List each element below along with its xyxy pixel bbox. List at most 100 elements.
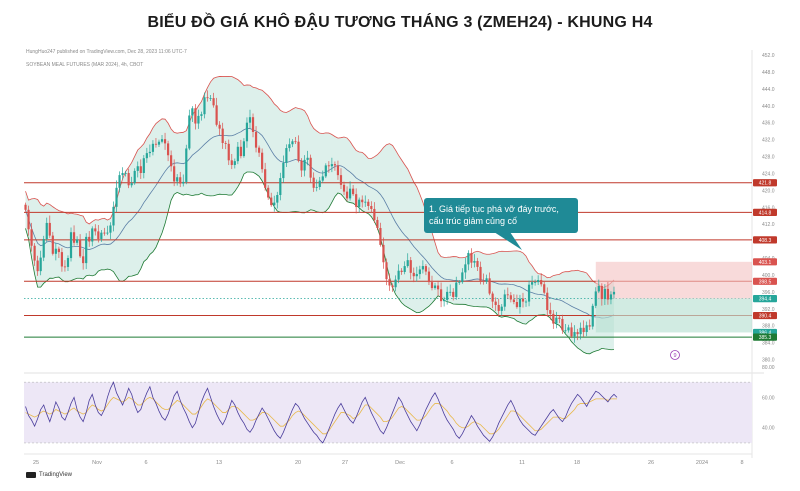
- candle-body: [430, 282, 434, 289]
- candle-body: [612, 291, 616, 295]
- candle-body: [561, 318, 564, 331]
- candle-body: [191, 108, 194, 116]
- candle-body: [218, 124, 221, 129]
- candle-body: [151, 143, 155, 152]
- candle-body: [133, 170, 136, 184]
- price-badge-text: 421.8: [759, 181, 772, 187]
- candle-body: [209, 98, 212, 99]
- price-tick-label: 452.0: [762, 53, 775, 59]
- candle-body: [136, 166, 139, 171]
- publisher-caption: HungHuo247 published on TradingView.com,…: [26, 49, 187, 55]
- tradingview-logo-icon: [26, 472, 36, 478]
- candle-body: [233, 161, 236, 165]
- candle-body: [248, 117, 252, 123]
- time-tick-label: 18: [574, 460, 580, 466]
- candle-body: [342, 184, 346, 192]
- candle-body: [91, 228, 94, 242]
- bollinger-middle-band: [25, 128, 615, 319]
- candle-body: [221, 128, 224, 143]
- candle-body: [482, 280, 485, 282]
- candle-body: [85, 236, 88, 264]
- candle-body: [54, 248, 57, 254]
- rsi-tick-label: 60.00: [762, 395, 775, 401]
- candle-body: [312, 177, 315, 188]
- price-badge: 394.4: [753, 295, 777, 303]
- annotation-text-line-1: 1. Giá tiếp tục phá vỡ đáy trước,: [429, 204, 559, 214]
- candle-body: [391, 285, 394, 288]
- price-badge: 414.8: [753, 208, 777, 216]
- candle-body: [227, 143, 230, 161]
- time-tick-label: 26: [648, 460, 654, 466]
- candle-body: [576, 332, 579, 335]
- candle-body: [318, 180, 321, 187]
- candle-body: [579, 327, 582, 335]
- annotation-text-line-2: cấu trúc giảm củng cố: [429, 216, 517, 226]
- time-tick-label: 20: [295, 460, 301, 466]
- alert-marker-label: 9: [673, 353, 676, 359]
- candle-body: [458, 282, 461, 283]
- candle-body: [439, 289, 443, 302]
- candle-body: [412, 272, 415, 277]
- candle-body: [48, 222, 51, 236]
- candle-body: [473, 260, 476, 263]
- candle-body: [373, 208, 376, 220]
- candle-body: [103, 232, 106, 234]
- candle-body: [494, 301, 497, 305]
- candle-body: [415, 274, 418, 277]
- price-tick-label: 412.0: [762, 222, 775, 228]
- candle-body: [127, 173, 130, 186]
- candle-body: [163, 139, 167, 144]
- candle-body: [245, 122, 249, 142]
- candle-body: [339, 175, 343, 185]
- candle-body: [324, 165, 327, 177]
- candle-body: [273, 202, 276, 206]
- candle-body: [215, 105, 218, 125]
- price-badge-bg: [753, 236, 777, 244]
- candle-body: [251, 117, 255, 132]
- candle-body: [358, 199, 361, 207]
- candle-body: [24, 204, 27, 210]
- candle-body: [97, 231, 100, 239]
- price-tick-label: 392.0: [762, 307, 775, 313]
- price-tick-label: 420.0: [762, 188, 775, 194]
- candle-body: [100, 232, 103, 239]
- candle-body: [72, 232, 76, 243]
- candle-body: [527, 284, 531, 302]
- candle-body: [200, 114, 203, 116]
- candle-body: [603, 288, 606, 300]
- price-tick-label: 444.0: [762, 87, 775, 93]
- price-badge-text: 408.3: [759, 238, 772, 244]
- annotation-box: [424, 198, 578, 233]
- rsi-line: [25, 381, 618, 444]
- candle-body: [148, 151, 151, 154]
- symbol-caption: SOYBEAN MEAL FUTURES (MAR 2024), 4h, CBO…: [26, 62, 144, 68]
- price-badge-text: 390.4: [759, 314, 772, 320]
- candle-body: [594, 291, 597, 306]
- candle-body: [470, 252, 473, 263]
- price-tick-label: 384.0: [762, 341, 775, 347]
- candle-body: [515, 302, 519, 308]
- candle-body: [170, 155, 173, 167]
- candle-body: [297, 141, 300, 161]
- time-tick-label: 25: [33, 460, 39, 466]
- price-tick-label: 380.0: [762, 358, 775, 364]
- candle-body: [361, 199, 364, 203]
- rsi-tick-label: 80.00: [762, 365, 775, 371]
- candle-body: [139, 166, 142, 174]
- bollinger-fill: [25, 76, 614, 354]
- candle-body: [409, 260, 412, 273]
- candle-body: [88, 236, 91, 242]
- candle-body: [315, 186, 318, 188]
- candle-body: [530, 282, 534, 285]
- price-badge-text: 414.8: [759, 210, 772, 216]
- candle-body: [549, 310, 552, 314]
- candle-body: [534, 282, 537, 283]
- candle-body: [115, 187, 118, 207]
- candle-body: [421, 266, 424, 270]
- candle-body: [206, 97, 209, 99]
- time-tick-label: Dec: [395, 460, 405, 466]
- candle-body: [455, 282, 458, 297]
- candle-body: [403, 266, 406, 272]
- chart-title: BIỂU ĐỒ GIÁ KHÔ ĐẬU TƯƠNG THÁNG 3 (ZMEH2…: [147, 14, 653, 31]
- candle-body: [276, 195, 279, 203]
